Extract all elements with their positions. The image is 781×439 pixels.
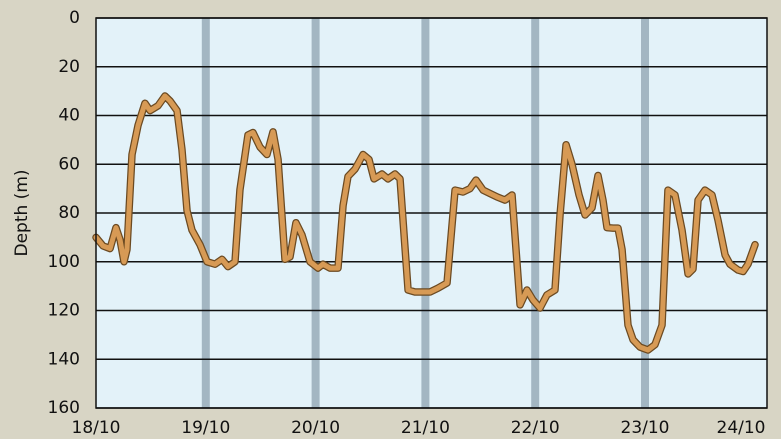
y-tick-label: 120 bbox=[48, 301, 80, 321]
x-tick-label: 24/10 bbox=[717, 418, 766, 438]
y-tick-label: 20 bbox=[58, 57, 80, 77]
y-tick-label: 60 bbox=[58, 154, 80, 174]
x-tick-label: 18/10 bbox=[72, 418, 121, 438]
marks bbox=[92, 92, 759, 354]
y-tick-label: 160 bbox=[48, 398, 80, 418]
y-axis-label: Depth (m) bbox=[12, 169, 32, 256]
y-tick-label: 40 bbox=[58, 106, 80, 126]
y-tick-label: 80 bbox=[58, 203, 80, 223]
x-tick-label: 23/10 bbox=[621, 418, 670, 438]
grid bbox=[96, 17, 767, 409]
line bbox=[93, 93, 758, 353]
y-tick-label: 140 bbox=[48, 349, 80, 369]
x-tick-label: 19/10 bbox=[181, 418, 230, 438]
y-tick-label: 0 bbox=[69, 8, 80, 28]
x-tick-label: 21/10 bbox=[401, 418, 450, 438]
x-tick-label: 20/10 bbox=[291, 418, 340, 438]
x-tick-label: 22/10 bbox=[511, 418, 560, 438]
y-tick-label: 100 bbox=[48, 252, 80, 272]
plot-frame bbox=[95, 17, 768, 409]
